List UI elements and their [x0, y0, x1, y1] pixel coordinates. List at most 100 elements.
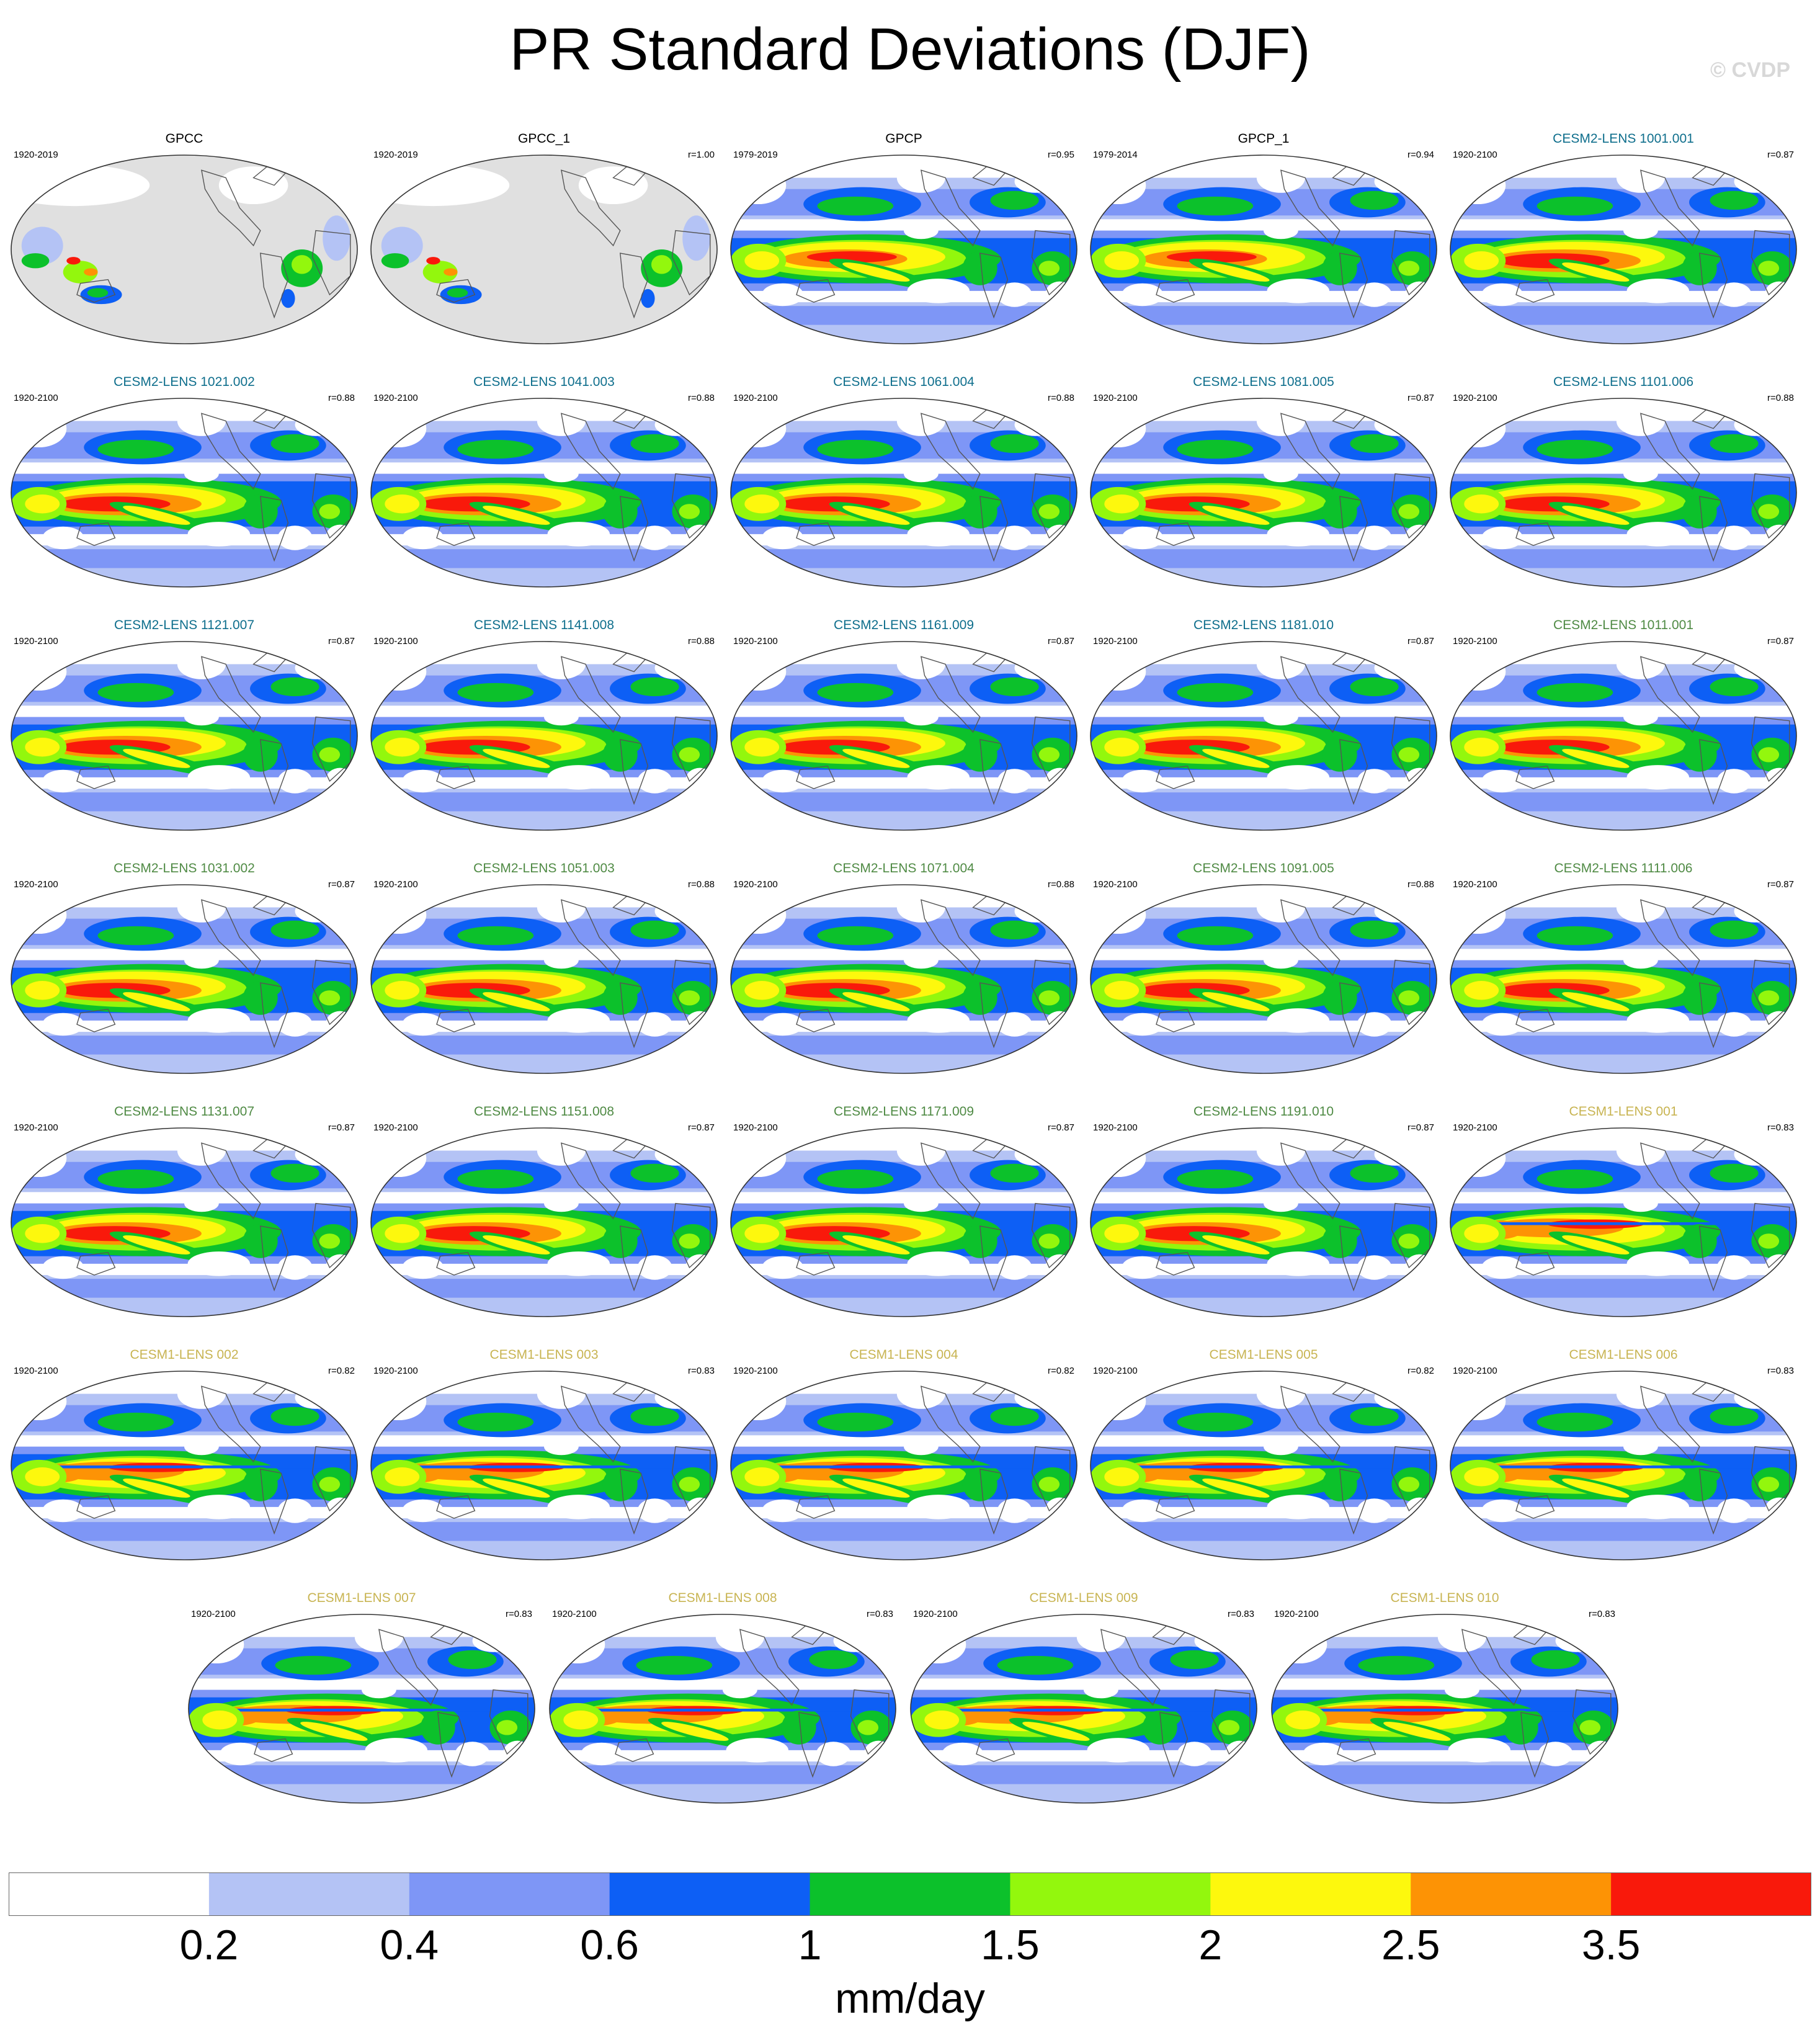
map-panel: CESM2-LENS 1151.008 1920-2100 r=0.87 [370, 1104, 718, 1317]
colorbar-swatch [409, 1872, 610, 1916]
map-panel: CESM2-LENS 1071.004 1920-2100 r=0.88 [730, 861, 1077, 1074]
colorbar-tick-label: 0.2 [179, 1921, 239, 1969]
map-border [730, 1371, 1077, 1560]
map-border [1450, 154, 1797, 344]
panel-title: CESM2-LENS 1111.006 [1555, 861, 1693, 875]
map-panel: CESM2-LENS 1131.007 1920-2100 r=0.87 [11, 1104, 358, 1317]
panel-years: 1920-2100 [1453, 1366, 1497, 1376]
panel-years: 1920-2019 [373, 150, 418, 160]
colorbar-swatch [1210, 1872, 1411, 1916]
map-panel: CESM2-LENS 1081.005 1920-2100 r=0.87 [1090, 375, 1437, 588]
panel-correlation: r=0.88 [1048, 879, 1074, 890]
precip-field [371, 885, 717, 1073]
map-border [1090, 884, 1437, 1074]
panel-years: 1920-2100 [733, 1366, 778, 1376]
map-border [1090, 154, 1437, 344]
map-border [11, 641, 358, 831]
precip-field [1450, 398, 1796, 587]
precip-field [1272, 1614, 1618, 1803]
panel-years: 1920-2100 [1453, 636, 1497, 646]
colorbar-tick-label: 0.4 [380, 1921, 439, 1969]
panel-years: 1920-2100 [1093, 393, 1138, 403]
panel-correlation: r=0.87 [1767, 636, 1794, 646]
map-panel: CESM1-LENS 001 1920-2100 r=0.83 [1450, 1104, 1797, 1317]
panel-years: 1920-2100 [14, 1122, 58, 1133]
panel-years: 1920-2100 [1093, 879, 1138, 890]
watermark: © CVDP [1710, 58, 1790, 82]
map-panel: CESM2-LENS 1161.009 1920-2100 r=0.87 [730, 618, 1077, 831]
map-panel: CESM2-LENS 1031.002 1920-2100 r=0.87 [11, 861, 358, 1074]
precip-field [371, 642, 717, 830]
panel-years: 1920-2100 [14, 393, 58, 403]
map-panel: GPCC 1920-2019 [11, 132, 358, 344]
precip-field [11, 398, 357, 587]
map-border [1090, 398, 1437, 588]
panel-title: GPCP [885, 132, 922, 146]
map-border [730, 641, 1077, 831]
panel-title: CESM2-LENS 1141.008 [474, 618, 614, 632]
panel-correlation: r=0.83 [1589, 1609, 1615, 1619]
precip-field [11, 155, 357, 344]
panel-title: CESM2-LENS 1011.001 [1553, 618, 1693, 632]
panel-years: 1920-2100 [14, 879, 58, 890]
map-border [730, 398, 1077, 588]
colorbar-tick-label: 3.5 [1581, 1921, 1641, 1969]
panel-years: 1920-2100 [373, 393, 418, 403]
precip-field [1450, 155, 1796, 344]
map-panel: CESM2-LENS 1111.006 1920-2100 r=0.87 [1450, 861, 1797, 1074]
map-border [11, 1371, 358, 1560]
panel-years: 1920-2100 [1453, 1122, 1497, 1133]
map-border [11, 1127, 358, 1317]
panel-years: 1920-2100 [913, 1609, 958, 1619]
precip-field [1091, 642, 1437, 830]
map-panel: CESM1-LENS 009 1920-2100 r=0.83 [910, 1591, 1257, 1804]
panel-title: CESM2-LENS 1021.002 [114, 375, 255, 389]
panel-years: 1920-2100 [552, 1609, 597, 1619]
panel-correlation: r=0.82 [328, 1366, 355, 1376]
map-panel: CESM2-LENS 1021.002 1920-2100 r=0.88 [11, 375, 358, 588]
precip-field [371, 155, 717, 344]
panel-years: 1920-2100 [1093, 636, 1138, 646]
map-panel: CESM2-LENS 1181.010 1920-2100 r=0.87 [1090, 618, 1437, 831]
map-panel: CESM2-LENS 1091.005 1920-2100 r=0.88 [1090, 861, 1437, 1074]
map-border [1450, 884, 1797, 1074]
map-border [370, 1127, 718, 1317]
map-panel: CESM2-LENS 1041.003 1920-2100 r=0.88 [370, 375, 718, 588]
map-panel: CESM1-LENS 008 1920-2100 r=0.83 [549, 1591, 896, 1804]
map-panel: CESM1-LENS 004 1920-2100 r=0.82 [730, 1348, 1077, 1560]
panel-title: CESM1-LENS 006 [1569, 1348, 1677, 1362]
map-border [11, 154, 358, 344]
colorbar-units: mm/day [835, 1975, 985, 2022]
panel-years: 1920-2100 [1093, 1366, 1138, 1376]
colorbar-tick-label: 0.6 [580, 1921, 639, 1969]
colorbar-tick-label: 2 [1198, 1921, 1223, 1969]
panel-title: CESM2-LENS 1051.003 [473, 861, 615, 875]
map-panel: CESM2-LENS 1061.004 1920-2100 r=0.88 [730, 375, 1077, 588]
map-border [730, 884, 1077, 1074]
precip-field [911, 1614, 1257, 1803]
map-border [188, 1614, 535, 1804]
map-border [1090, 641, 1437, 831]
panel-years: 1920-2100 [1274, 1609, 1319, 1619]
precip-field [1450, 1371, 1796, 1560]
colorbar-swatch [208, 1872, 410, 1916]
precip-field [371, 1128, 717, 1317]
panel-title: CESM2-LENS 1091.005 [1193, 861, 1334, 875]
panel-title: CESM1-LENS 005 [1209, 1348, 1318, 1362]
panel-title: CESM2-LENS 1181.010 [1193, 618, 1334, 632]
panel-correlation: r=0.87 [1048, 636, 1074, 646]
panel-correlation: r=0.87 [688, 1122, 715, 1133]
panel-title: CESM2-LENS 1151.008 [474, 1104, 614, 1119]
panel-correlation: r=1.00 [688, 150, 715, 160]
precip-field [1091, 1128, 1437, 1317]
map-border [1271, 1614, 1618, 1804]
panel-correlation: r=0.94 [1407, 150, 1434, 160]
panel-years: 1920-2100 [373, 879, 418, 890]
panel-correlation: r=0.82 [1407, 1366, 1434, 1376]
precip-field [1091, 398, 1437, 587]
precip-field [1450, 1128, 1796, 1317]
panel-correlation: r=0.87 [1767, 879, 1794, 890]
map-border [730, 154, 1077, 344]
precip-field [731, 1128, 1077, 1317]
panel-correlation: r=0.83 [1767, 1122, 1794, 1133]
